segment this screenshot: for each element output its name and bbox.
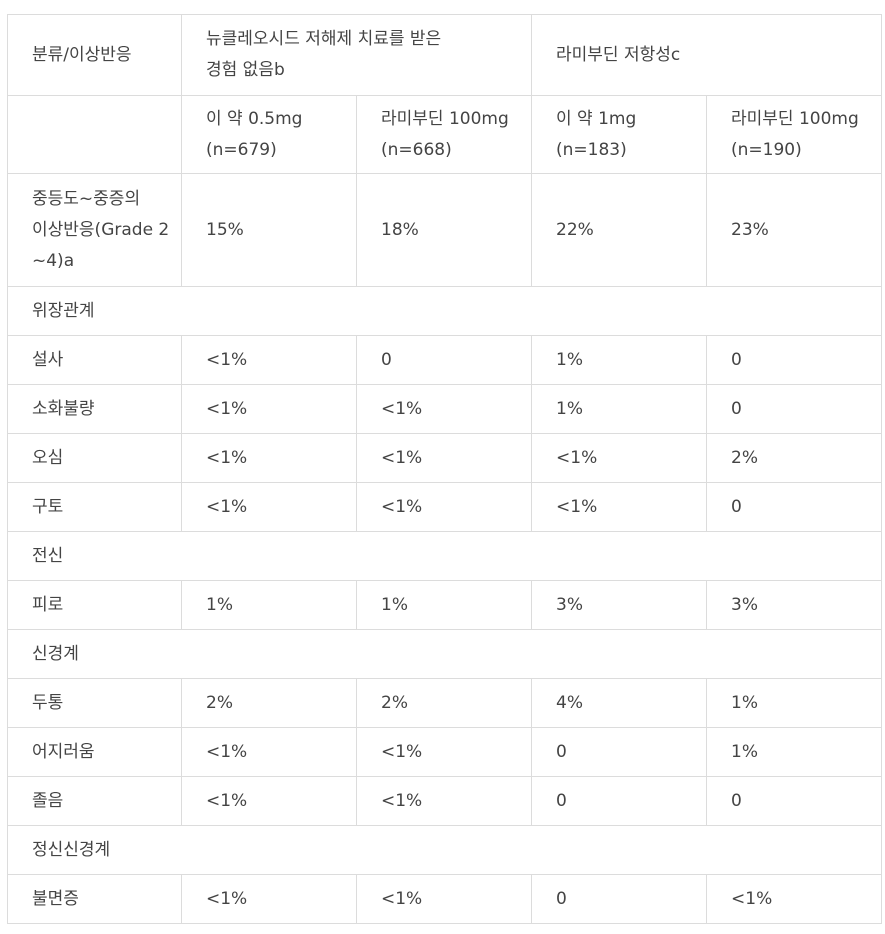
row-value-cell: <1% (355, 433, 533, 483)
header-group-lamivudine-resistant: 라미부딘 저항성c (531, 14, 883, 96)
table-row: 구토 <1% <1% <1% 0 (7, 482, 883, 532)
row-value-cell: 0 (531, 874, 708, 924)
row-value-cell: 1% (181, 580, 357, 630)
summary-value-cell: 22% (531, 173, 708, 287)
row-value-cell: 0 (355, 335, 533, 385)
header-dose-name: 이 약 1mg (556, 108, 637, 129)
header-category-cell: 분류/이상반응 (7, 14, 182, 96)
summary-row: 중등도~중증의 이상반응(Grade 2 ~4)a 15% 18% 22% 23… (7, 173, 883, 287)
summary-label-line: 이상반응(Grade 2 (32, 219, 170, 240)
row-value-cell: <1% (355, 874, 533, 924)
header-empty-cell (7, 95, 182, 174)
row-value-cell: <1% (181, 776, 357, 826)
row-value-cell: <1% (181, 874, 357, 924)
section-header-row: 위장관계 (6, 286, 883, 336)
row-value-cell: <1% (355, 776, 533, 826)
row-value-cell: 0 (531, 776, 708, 826)
row-value-cell: 0 (706, 384, 883, 434)
row-label-cell: 설사 (7, 335, 182, 385)
header-dose-name: 라미부딘 100mg (731, 108, 859, 129)
row-label-cell: 어지러움 (7, 727, 182, 777)
header-group-1-line-2: 경험 없음b (206, 60, 285, 80)
row-value-cell: 2% (355, 678, 533, 728)
row-value-cell: <1% (531, 482, 708, 532)
header-row-groups: 분류/이상반응 뉴클레오시드 저해제 치료를 받은 경험 없음b 라미부딘 저항… (7, 14, 883, 96)
row-label-cell: 불면증 (7, 874, 182, 924)
table-row: 불면증 <1% <1% 0 <1% (7, 874, 883, 924)
row-value-cell: 0 (706, 482, 883, 532)
header-dose-n: (n=679) (206, 139, 277, 160)
header-dose-n: (n=190) (731, 139, 802, 160)
row-value-cell: <1% (181, 482, 357, 532)
summary-label-line: 중등도~중증의 (32, 188, 141, 209)
row-value-cell: <1% (355, 727, 533, 777)
header-group-treatment-naive: 뉴클레오시드 저해제 치료를 받은 경험 없음b (180, 14, 533, 96)
row-value-cell: 3% (706, 580, 883, 630)
header-dose-name: 이 약 0.5mg (206, 108, 303, 129)
header-group-1-line-1: 뉴클레오시드 저해제 치료를 받은 (206, 29, 442, 49)
row-value-cell: <1% (355, 384, 533, 434)
row-value-cell: 1% (531, 384, 708, 434)
table-row: 두통 2% 2% 4% 1% (7, 678, 883, 728)
sections-body: 위장관계 설사 <1% 0 1% 0 소화불량 <1% <1% 1% 0 오심 <1% <1% <1% 2% 구… (6, 286, 883, 924)
header-dose-cell: 라미부딘 100mg (n=190) (706, 95, 883, 174)
section-title: 위장관계 (6, 286, 883, 336)
header-dose-cell: 이 약 0.5mg (n=679) (181, 95, 357, 174)
section-title: 전신 (6, 531, 883, 581)
row-value-cell: 1% (531, 335, 708, 385)
summary-label-cell: 중등도~중증의 이상반응(Grade 2 ~4)a (7, 173, 182, 287)
row-value-cell: 1% (706, 678, 883, 728)
table-row: 소화불량 <1% <1% 1% 0 (7, 384, 883, 434)
section-title: 정신신경계 (6, 825, 883, 875)
table-row: 설사 <1% 0 1% 0 (7, 335, 883, 385)
summary-value-cell: 23% (706, 173, 883, 287)
section-header-row: 신경계 (6, 629, 883, 679)
row-value-cell: <1% (355, 482, 533, 532)
table-row: 졸음 <1% <1% 0 0 (7, 776, 883, 826)
header-dose-n: (n=668) (381, 139, 452, 160)
header-dose-n: (n=183) (556, 139, 627, 160)
row-label-cell: 피로 (7, 580, 182, 630)
row-value-cell: <1% (706, 874, 883, 924)
header-row-doses: 이 약 0.5mg (n=679) 라미부딘 100mg (n=668) 이 약… (7, 95, 883, 174)
table-row: 오심 <1% <1% <1% 2% (7, 433, 883, 483)
header-dose-cell: 라미부딘 100mg (n=668) (355, 95, 533, 174)
row-value-cell: 1% (706, 727, 883, 777)
row-value-cell: 2% (706, 433, 883, 483)
summary-value-cell: 15% (181, 173, 357, 287)
row-value-cell: <1% (531, 433, 708, 483)
table-row: 피로 1% 1% 3% 3% (7, 580, 883, 630)
summary-label-line: ~4)a (32, 250, 75, 271)
row-value-cell: 0 (531, 727, 708, 777)
row-value-cell: 3% (531, 580, 708, 630)
row-label-cell: 소화불량 (7, 384, 182, 434)
row-value-cell: <1% (181, 384, 357, 434)
row-value-cell: 0 (706, 776, 883, 826)
section-title: 신경계 (6, 629, 883, 679)
row-value-cell: 4% (531, 678, 708, 728)
row-value-cell: 1% (355, 580, 533, 630)
row-value-cell: 2% (181, 678, 357, 728)
section-header-row: 정신신경계 (6, 825, 883, 875)
row-label-cell: 졸음 (7, 776, 182, 826)
header-dose-cell: 이 약 1mg (n=183) (531, 95, 708, 174)
section-header-row: 전신 (6, 531, 883, 581)
row-value-cell: <1% (181, 335, 357, 385)
adverse-reaction-table-container: 분류/이상반응 뉴클레오시드 저해제 치료를 받은 경험 없음b 라미부딘 저항… (6, 14, 883, 924)
row-label-cell: 구토 (7, 482, 182, 532)
header-dose-name: 라미부딘 100mg (381, 108, 509, 129)
row-value-cell: <1% (181, 433, 357, 483)
table-row: 어지러움 <1% <1% 0 1% (7, 727, 883, 777)
row-label-cell: 오심 (7, 433, 182, 483)
row-label-cell: 두통 (7, 678, 182, 728)
row-value-cell: <1% (181, 727, 357, 777)
summary-value-cell: 18% (355, 173, 533, 287)
row-value-cell: 0 (706, 335, 883, 385)
adverse-reaction-table: 분류/이상반응 뉴클레오시드 저해제 치료를 받은 경험 없음b 라미부딘 저항… (6, 14, 883, 924)
